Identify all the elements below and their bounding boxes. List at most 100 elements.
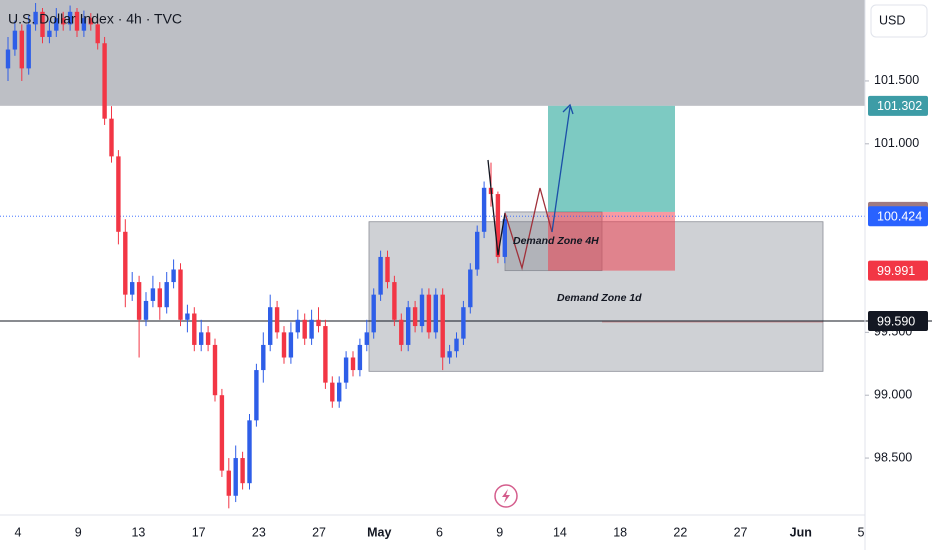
- candle-body: [40, 11, 45, 37]
- candle-body: [247, 420, 252, 484]
- x-tick-label: 22: [673, 525, 687, 539]
- candle-body: [164, 282, 169, 308]
- drawing-line: [504, 187, 553, 271]
- zone-label: Demand Zone 4H: [513, 235, 599, 247]
- candle-body: [67, 11, 73, 25]
- candle-body: [199, 332, 204, 345]
- candle-body: [5, 49, 11, 69]
- candle-body: [74, 11, 80, 31]
- candle-body: [371, 294, 376, 333]
- price-badge-label: 99.991: [877, 264, 915, 278]
- candle-body: [81, 18, 87, 31]
- candle-body: [192, 313, 197, 345]
- price-badge-label: 99.590: [877, 314, 915, 328]
- x-tick-label: 6: [436, 525, 443, 539]
- candle-body: [316, 319, 321, 327]
- candle-body: [392, 282, 397, 320]
- candle-body: [350, 357, 356, 371]
- candle-body: [274, 307, 280, 333]
- candle-body: [495, 194, 501, 257]
- x-tick-label: Jun: [790, 525, 812, 539]
- x-tick-label: 14: [553, 525, 567, 539]
- y-tick-label: 98.500: [874, 450, 912, 464]
- axes: [0, 0, 869, 550]
- x-tick-label: May: [367, 525, 391, 539]
- candle-body: [454, 338, 459, 352]
- candle-body: [481, 187, 487, 232]
- x-tick-label: 5: [858, 525, 865, 539]
- candle-body: [302, 319, 307, 339]
- candle-body: [295, 319, 300, 333]
- candle-body: [185, 313, 190, 320]
- candle-body: [440, 294, 445, 358]
- candle-body: [88, 18, 93, 25]
- x-tick-label: 4: [15, 525, 22, 539]
- price-badge-label: 101.302: [877, 99, 922, 113]
- drawings: [487, 103, 574, 271]
- candle-body: [406, 307, 411, 345]
- profit-zone: [548, 105, 675, 212]
- price-badge: [868, 206, 928, 227]
- candle-body: [171, 269, 176, 283]
- x-tick-label: 27: [734, 525, 748, 539]
- candle-body: [157, 288, 162, 308]
- candle-body: [337, 382, 342, 402]
- candle-body: [123, 231, 128, 295]
- candle-body: [240, 458, 245, 484]
- candle-body: [268, 307, 273, 345]
- candle-body: [378, 256, 383, 295]
- candle-body: [61, 18, 66, 25]
- candle-body: [385, 256, 390, 283]
- price-badge: [868, 95, 928, 116]
- candle-body: [212, 344, 218, 396]
- price-badge: [868, 260, 928, 281]
- candle-body: [219, 395, 225, 471]
- candle-body: [233, 458, 238, 496]
- drawing-line: [487, 159, 506, 256]
- candle-body: [102, 43, 107, 119]
- candle-body: [412, 307, 418, 327]
- candle-body: [226, 470, 231, 496]
- candle-body: [461, 307, 466, 339]
- candle-body: [447, 351, 452, 358]
- candle-body: [143, 300, 149, 320]
- candle-body: [33, 11, 38, 25]
- candle-body: [433, 294, 438, 333]
- x-tick-label: 27: [312, 525, 326, 539]
- candle-body: [130, 282, 135, 295]
- supply-zone: [0, 0, 865, 106]
- candle-body: [47, 30, 52, 37]
- candle-body: [468, 269, 473, 308]
- candle-body: [136, 282, 142, 320]
- y-tick-label: 99.000: [874, 388, 912, 402]
- candle-body: [288, 332, 294, 358]
- x-tick-label: 23: [252, 525, 266, 539]
- candle-body: [254, 370, 259, 421]
- y-tick-label: 101.000: [874, 136, 919, 150]
- candle-body: [323, 326, 328, 383]
- price-badge: [868, 311, 928, 332]
- x-tick-label: 18: [613, 525, 627, 539]
- candle-body: [116, 156, 121, 232]
- candle-body: [95, 24, 100, 44]
- y-tick-label: 101.500: [874, 73, 919, 87]
- arrow-head: [562, 103, 574, 115]
- candle-body: [364, 332, 369, 345]
- candle-body: [26, 24, 31, 69]
- candle-body: [150, 288, 156, 301]
- candle-body: [261, 344, 266, 371]
- x-tick-label: 13: [131, 525, 145, 539]
- candle-body: [309, 319, 314, 339]
- loss-zone: [548, 211, 675, 271]
- x-tick-label: 9: [75, 525, 82, 539]
- drawing-arrow: [551, 106, 571, 233]
- price-badge-label: 100.424: [877, 210, 922, 224]
- lightning-icon[interactable]: [494, 484, 518, 508]
- candle-body: [281, 332, 287, 358]
- candle-body: [357, 344, 363, 371]
- x-tick-label: 17: [192, 525, 206, 539]
- candle-body: [343, 357, 349, 383]
- currency-button[interactable]: [870, 4, 928, 38]
- candle-body: [109, 118, 114, 157]
